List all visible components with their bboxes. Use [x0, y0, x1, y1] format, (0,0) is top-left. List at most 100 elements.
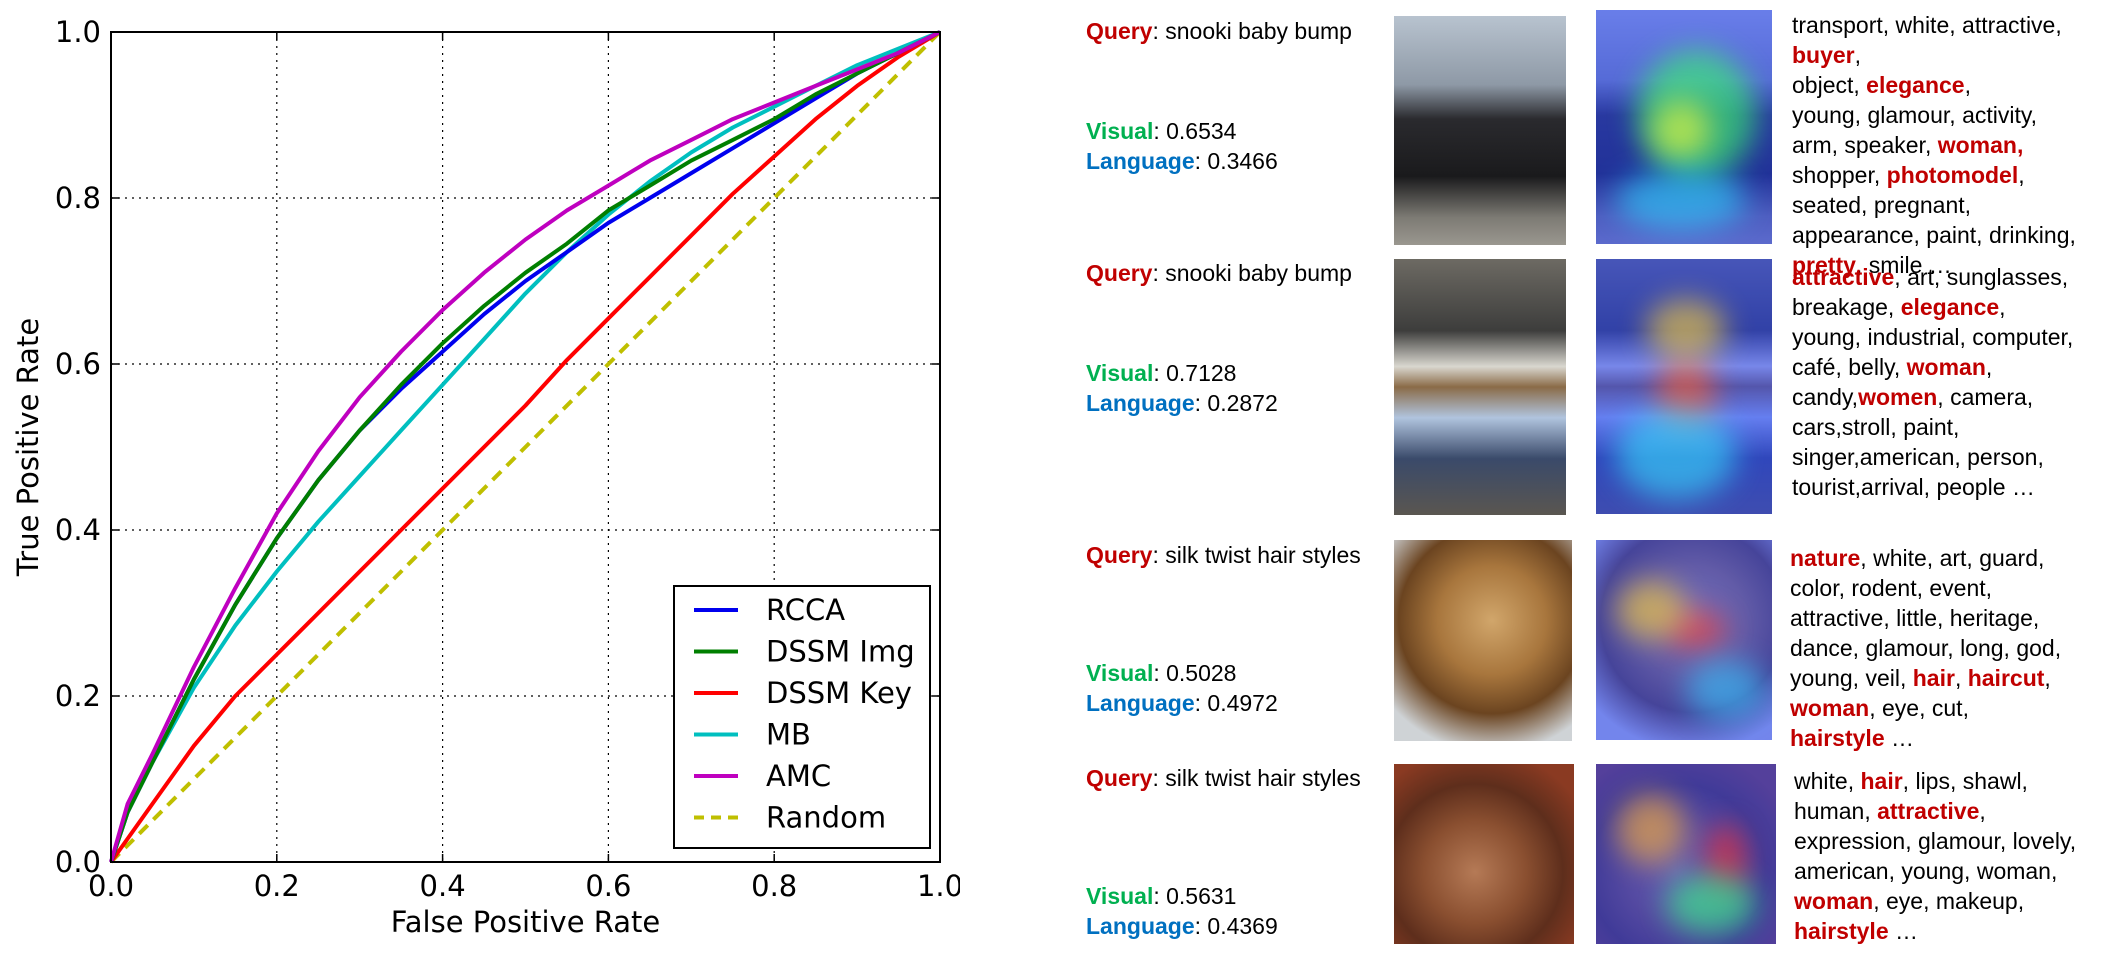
tag-highlighted: , [2016, 132, 2024, 158]
heatmap-blob [1666, 874, 1756, 934]
visual-score: Visual: 0.7128 [1086, 358, 1278, 388]
legend-label: Random [766, 801, 886, 835]
tag-highlighted: hair [1860, 768, 1903, 794]
legend-label: DSSM Img [766, 635, 915, 669]
x-tick-label: 0.4 [420, 869, 466, 903]
tag: glamour, [1865, 635, 1961, 661]
predicted-tags: transport, white, attractive, buyer, obje… [1792, 10, 2112, 280]
tag: shawl, [1962, 768, 2028, 794]
tag: young, [1792, 102, 1868, 128]
tag: god, [2016, 635, 2062, 661]
tag: candy, [1792, 384, 1859, 410]
tag-highlighted: woman [1794, 888, 1874, 914]
query-line: Query: silk twist hair styles [1086, 763, 1376, 793]
chart-ticks: 0.0 0.2 0.4 0.6 0.8 1.0 0.0 0.2 0.4 0.6 0.8 1.0 [55, 15, 960, 903]
query-text: : snooki baby bump [1152, 18, 1352, 44]
plot-frame [110, 31, 941, 863]
y-tick-label: 0.4 [55, 513, 101, 547]
tag-highlighted: nature [1790, 545, 1861, 571]
tag-highlighted: elegance [1866, 72, 1965, 98]
visual-score: Visual: 0.6534 [1086, 116, 1278, 146]
tag: , [1854, 42, 1862, 68]
visual-key: Visual [1086, 660, 1154, 686]
tag: belly, [1848, 354, 1907, 380]
visual-key: Visual [1086, 360, 1154, 386]
tag-highlighted: woman [1906, 354, 1986, 380]
y-tick-label: 0.2 [55, 679, 101, 713]
example-meta: Query: snooki baby bump Visual: 0.7128 Lan… [1086, 258, 1376, 416]
tag: smile … [1868, 252, 1952, 278]
attention-heatmap [1596, 10, 1772, 244]
scores: Visual: 0.5631 Language: 0.4369 [1086, 881, 1278, 941]
language-value: : 0.3466 [1194, 148, 1278, 174]
tag: , [1937, 384, 1951, 410]
legend-box [673, 585, 931, 849]
tag: lovely, [2012, 828, 2077, 854]
y-tick-label: 0.8 [55, 181, 101, 215]
tag: transport, [1792, 12, 1896, 38]
tag: rodent, [1851, 575, 1930, 601]
tag-highlighted: haircut [1967, 665, 2045, 691]
query-key: Query [1086, 18, 1153, 44]
tag: sunglasses, [1946, 264, 2069, 290]
tag: , [1954, 665, 1968, 691]
tag: young, [1792, 324, 1868, 350]
tag: dance, [1790, 635, 1866, 661]
tag-highlighted: woman [1790, 695, 1870, 721]
language-key: Language [1086, 913, 1195, 939]
tag: paint, [1903, 414, 1960, 440]
tag: expression, [1794, 828, 1919, 854]
x-tick-label: 0.8 [751, 869, 797, 903]
attention-heatmap [1596, 540, 1772, 740]
attention-heatmap [1596, 764, 1776, 944]
language-key: Language [1086, 148, 1195, 174]
language-value: : 0.4369 [1194, 913, 1278, 939]
tag-highlighted: pretty [1792, 252, 1856, 278]
tag: attractive, [1962, 12, 2062, 38]
y-tick-label: 1.0 [55, 15, 101, 49]
tag: arm, [1792, 132, 1845, 158]
tag: color, [1790, 575, 1852, 601]
tag: glamour, [1918, 828, 2013, 854]
tag: , [1860, 545, 1874, 571]
query-text: : snooki baby bump [1152, 260, 1352, 286]
query-photo [1394, 16, 1566, 245]
tag-highlighted: women [1858, 384, 1938, 410]
query-key: Query [1086, 765, 1153, 791]
heatmap-blob [1686, 660, 1766, 720]
tag: eye, [1882, 695, 1932, 721]
query-line: Query: silk twist hair styles [1086, 540, 1376, 570]
tag: , [1999, 294, 2006, 320]
x-axis-label: False Positive Rate [391, 905, 661, 939]
attention-heatmap [1596, 259, 1772, 514]
tag: glamour, [1867, 102, 1963, 128]
tag: american, [1859, 444, 1968, 470]
heatmap-blob [1616, 409, 1736, 499]
tag: woman, [1976, 858, 2058, 884]
visual-score: Visual: 0.5631 [1086, 881, 1278, 911]
tag: art, [1907, 264, 1947, 290]
tag: veil, [1865, 665, 1913, 691]
tag: attractive, [1790, 605, 1897, 631]
tag: paint, [1926, 222, 1989, 248]
tag-highlighted: attractive [1877, 798, 1980, 824]
tag: , [1894, 264, 1908, 290]
tag: stroll, [1841, 414, 1904, 440]
tag: heritage, [1949, 605, 2040, 631]
predicted-tags: attractive, art, sunglasses, breakage, el… [1792, 262, 2112, 502]
visual-score: Visual: 0.5028 [1086, 658, 1278, 688]
query-text: : silk twist hair styles [1152, 765, 1361, 791]
visual-key: Visual [1086, 883, 1154, 909]
tag: art, [1939, 545, 1980, 571]
visual-value: : 0.5631 [1153, 883, 1237, 909]
tag: , [1979, 798, 1986, 824]
legend-label: MB [766, 718, 811, 752]
query-key: Query [1086, 260, 1153, 286]
tag: , [1964, 72, 1971, 98]
tag-highlighted: elegance [1900, 294, 2000, 320]
tag: cut, [1931, 695, 1969, 721]
tag: young, [1901, 858, 1977, 884]
tag: little, [1896, 605, 1950, 631]
visual-value: : 0.5028 [1153, 660, 1237, 686]
series-line-dssm-img [109, 30, 941, 863]
